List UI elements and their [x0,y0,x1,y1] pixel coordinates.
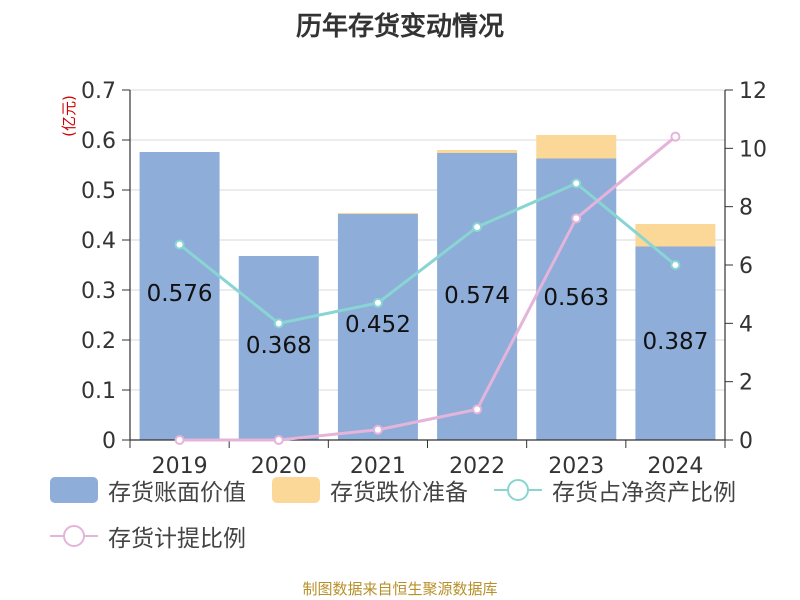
bar-data-label: 0.576 [147,281,213,307]
y-left-tick-label: 0.7 [81,79,116,104]
bar-impairment-provision [337,213,418,214]
legend-label-impairment: 存货跌价准备 [330,480,468,506]
data-source-note: 制图数据来自恒生聚源数据库 [302,580,498,598]
legend-item-impairment-provision[interactable]: 存货跌价准备 [272,473,468,507]
bar-impairment-provision [437,150,518,153]
x-tick-label: 2019 [152,454,208,479]
bar-impairment-provision [536,135,617,159]
y-right-tick-label: 4 [739,312,753,337]
x-tick-label: 2024 [647,454,703,479]
legend-item-net-asset-ratio[interactable]: 存货占净资产比例 [494,473,736,507]
bar-book-value [238,256,319,440]
y-left-unit-label: (亿元) [60,95,78,137]
bar-data-label: 0.387 [642,329,708,355]
point-provision-ratio [174,435,185,445]
y-left-tick-label: 0.1 [81,379,116,404]
chart-title: 历年存货变动情况 [295,12,504,42]
y-right-tick-label: 2 [739,371,753,396]
legend-label-provision-ratio: 存货计提比例 [108,526,246,552]
legend-swatch-impairment [272,477,320,503]
point-net-asset-ratio [670,260,681,270]
bar-book-value [337,214,418,440]
point-net-asset-ratio [472,222,483,233]
x-tick-label: 2021 [350,454,406,479]
y-right-tick-label: 0 [739,429,753,454]
point-net-asset-ratio [174,239,185,250]
legend-label-book-value: 存货账面价值 [108,480,246,506]
point-provision-ratio [472,404,483,415]
x-tick-label: 2023 [548,454,604,479]
line-net-asset-ratio [178,181,677,325]
legend-swatch-book-value [50,477,98,503]
bar-impairment-provision [635,224,716,247]
x-tick-label: 2020 [251,454,307,479]
y-left-tick-label: 0 [102,429,116,454]
bar-data-label: 0.574 [444,283,510,309]
bar-data-label: 0.452 [345,312,411,338]
bar-book-value [139,152,220,440]
y-left-tick-label: 0.2 [81,329,116,354]
legend-item-provision-ratio[interactable]: 存货计提比例 [50,519,246,553]
legend-swatch-net-asset-ratio [494,477,542,503]
y-right-tick-label: 8 [739,196,753,221]
legend-row-1: 存货账面价值 存货跌价准备 存货占净资产比例 [50,473,762,507]
legend-swatch-provision-ratio [50,523,98,549]
bar-book-value [635,246,716,440]
point-net-asset-ratio [571,178,582,189]
y-right-tick-label: 6 [739,254,753,279]
y-left-tick-label: 0.4 [81,229,116,254]
point-provision-ratio [670,131,681,142]
point-net-asset-ratio [372,297,383,308]
y-left-tick-label: 0.5 [81,179,116,204]
legend-item-inventory-book-value[interactable]: 存货账面价值 [50,473,246,507]
bar-data-label: 0.368 [246,333,312,359]
legend-label-net-asset-ratio: 存货占净资产比例 [552,480,736,506]
bar-book-value [437,153,518,440]
y-left-tick-label: 0.3 [81,279,116,304]
x-tick-label: 2022 [449,454,505,479]
y-right-tick-label: 12 [739,79,767,104]
legend-row-2: 存货计提比例 [50,519,272,553]
bar-data-label: 0.563 [543,285,609,311]
point-provision-ratio [372,424,383,435]
y-right-tick-label: 10 [739,137,767,162]
point-net-asset-ratio [273,318,284,329]
line-provision-ratio [179,135,677,442]
point-provision-ratio [273,435,284,445]
y-left-tick-label: 0.6 [81,129,116,154]
point-provision-ratio [571,213,582,224]
